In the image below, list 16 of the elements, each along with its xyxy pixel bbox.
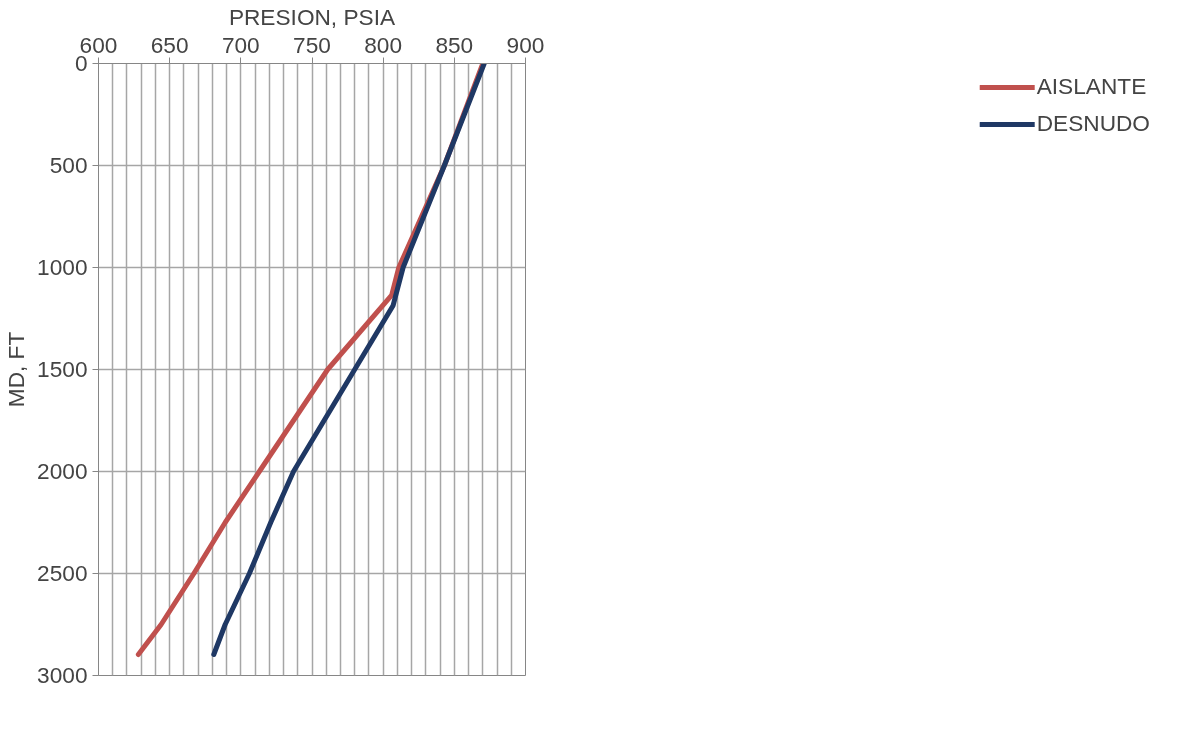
x-tick-label: 900	[506, 31, 545, 58]
y-axis-title: MD, FT	[3, 331, 30, 408]
legend-label: AISLANTE	[1036, 73, 1147, 100]
y-tick-label: 2500	[37, 560, 88, 586]
y-tick-label: 1000	[37, 254, 88, 280]
y-tick-label: 2000	[37, 458, 88, 484]
x-tick-label: 700	[221, 31, 260, 58]
x-tick-label: 750	[293, 31, 331, 58]
x-tick-label: 650	[150, 31, 189, 58]
legend-label: DESNUDO	[1036, 110, 1150, 137]
y-tick-label: 1500	[37, 356, 88, 382]
y-tick-label: 3000	[37, 662, 88, 688]
y-tick-label: 500	[49, 152, 88, 178]
x-tick-label: 800	[364, 31, 403, 58]
x-tick-label: 850	[435, 31, 474, 58]
x-axis-title: PRESION, PSIA	[228, 3, 396, 30]
